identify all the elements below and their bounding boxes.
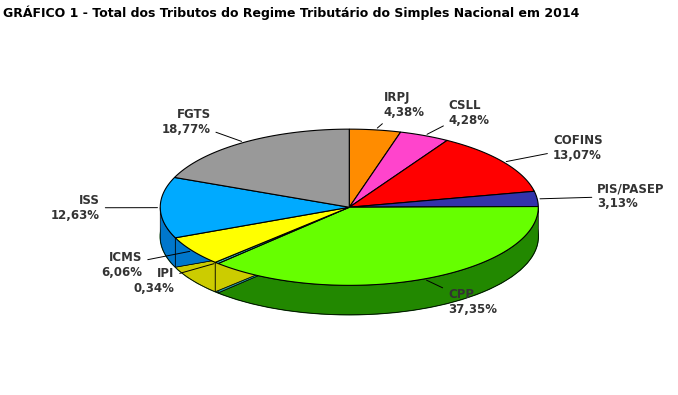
Polygon shape: [176, 238, 215, 292]
Polygon shape: [160, 207, 176, 267]
Polygon shape: [176, 207, 349, 267]
Ellipse shape: [160, 158, 538, 315]
Text: CSLL
4,28%: CSLL 4,28%: [427, 99, 490, 134]
Polygon shape: [215, 207, 349, 292]
Text: CPP
37,35%: CPP 37,35%: [426, 280, 497, 316]
Polygon shape: [218, 207, 349, 293]
Text: FGTS
18,77%: FGTS 18,77%: [161, 107, 241, 141]
Text: IPI
0,34%: IPI 0,34%: [134, 264, 214, 295]
Polygon shape: [160, 177, 349, 238]
Polygon shape: [349, 132, 447, 207]
Text: COFINS
13,07%: COFINS 13,07%: [506, 134, 603, 162]
Polygon shape: [174, 129, 349, 207]
Polygon shape: [349, 129, 401, 207]
Text: ICMS
6,06%: ICMS 6,06%: [101, 251, 190, 279]
Polygon shape: [218, 207, 349, 293]
Polygon shape: [215, 207, 349, 263]
Polygon shape: [176, 207, 349, 267]
Text: ISS
12,63%: ISS 12,63%: [51, 194, 157, 222]
Polygon shape: [349, 191, 538, 207]
Polygon shape: [176, 207, 349, 262]
Polygon shape: [218, 207, 538, 315]
Polygon shape: [218, 207, 538, 285]
Polygon shape: [349, 140, 534, 207]
Text: PIS/PASEP
3,13%: PIS/PASEP 3,13%: [540, 182, 665, 210]
Text: GRÁFICO 1 - Total dos Tributos do Regime Tributário do Simples Nacional em 2014: GRÁFICO 1 - Total dos Tributos do Regime…: [3, 6, 580, 21]
Polygon shape: [215, 207, 349, 292]
Text: IRPJ
4,38%: IRPJ 4,38%: [377, 91, 424, 128]
Polygon shape: [215, 262, 218, 293]
